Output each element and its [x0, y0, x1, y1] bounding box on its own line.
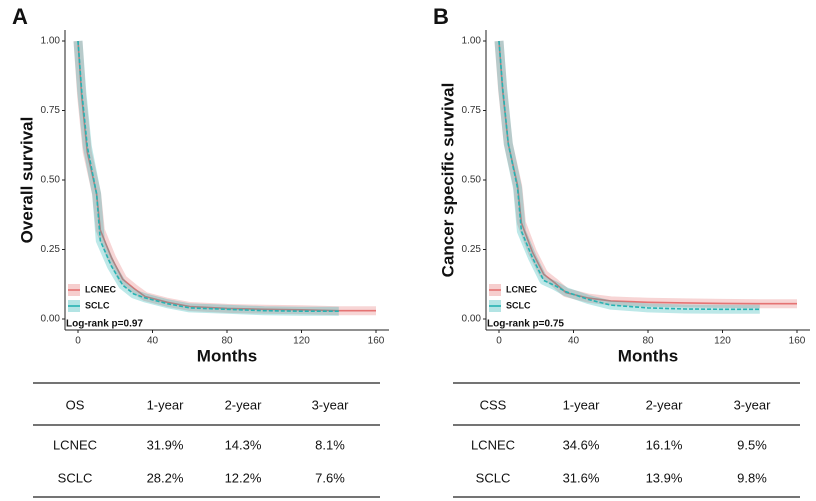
x-tick-label: 120 [293, 336, 310, 347]
x-tick-label: 0 [75, 336, 81, 347]
table-cell: SCLC [58, 470, 93, 485]
table-cell: 12.2% [225, 470, 262, 485]
y-tick-label: 0.50 [41, 175, 61, 186]
x-axis-title: Months [197, 346, 257, 365]
table-cell: 31.9% [147, 437, 184, 452]
table-header: 3-year [312, 397, 350, 412]
table-cell: 14.3% [225, 437, 262, 452]
y-tick-label: 1.00 [41, 36, 61, 47]
y-tick-label: 0.25 [462, 244, 482, 255]
legend-label: LCNEC [506, 284, 537, 294]
table-cell: 28.2% [147, 470, 184, 485]
table-cell: 13.9% [646, 470, 683, 485]
table-cell: 7.6% [315, 470, 345, 485]
y-tick-label: 0.00 [41, 314, 61, 325]
table-cell: 9.5% [737, 437, 767, 452]
annotation: Log-rank p=0.75 [487, 319, 564, 330]
y-tick-label: 0.75 [462, 105, 482, 116]
confidence-band [494, 40, 760, 314]
table-header: 2-year [225, 397, 263, 412]
x-tick-label: 160 [368, 336, 385, 347]
table-cell: LCNEC [53, 437, 97, 452]
table-header: CSS [480, 397, 507, 412]
table-header: 1-year [563, 397, 601, 412]
panel-label: B [433, 4, 449, 29]
legend-label: SCLC [85, 300, 110, 310]
x-tick-label: 0 [496, 336, 502, 347]
table-header: 1-year [147, 397, 185, 412]
x-tick-label: 40 [147, 336, 159, 347]
table-cell: 8.1% [315, 437, 345, 452]
legend-label: SCLC [506, 300, 531, 310]
y-tick-label: 0.00 [462, 314, 482, 325]
table-cell: 31.6% [563, 470, 600, 485]
panel-label: A [12, 4, 28, 29]
y-tick-label: 0.75 [41, 105, 61, 116]
legend-label: LCNEC [85, 284, 116, 294]
survival-line [77, 40, 339, 312]
table-cell: SCLC [476, 470, 511, 485]
x-tick-label: 120 [714, 336, 731, 347]
table-header: OS [66, 397, 85, 412]
table-header: 3-year [734, 397, 772, 412]
table-header: 2-year [646, 397, 684, 412]
x-tick-label: 80 [642, 336, 654, 347]
y-tick-label: 0.50 [462, 175, 482, 186]
y-tick-label: 0.25 [41, 244, 61, 255]
x-tick-label: 80 [221, 336, 233, 347]
y-axis-title: Cancer specific survival [438, 83, 457, 278]
confidence-band [494, 40, 797, 309]
survival-line [498, 40, 797, 305]
y-axis-title: Overall survival [17, 117, 36, 244]
table-cell: 34.6% [563, 437, 600, 452]
x-axis-title: Months [618, 346, 678, 365]
confidence-band [73, 40, 376, 316]
confidence-band [73, 40, 339, 316]
x-tick-label: 40 [568, 336, 580, 347]
y-tick-label: 1.00 [462, 36, 482, 47]
survival-line [498, 40, 760, 311]
table-cell: LCNEC [471, 437, 515, 452]
table-cell: 16.1% [646, 437, 683, 452]
x-tick-label: 160 [789, 336, 806, 347]
table-cell: 9.8% [737, 470, 767, 485]
annotation: Log-rank p=0.97 [66, 319, 143, 330]
